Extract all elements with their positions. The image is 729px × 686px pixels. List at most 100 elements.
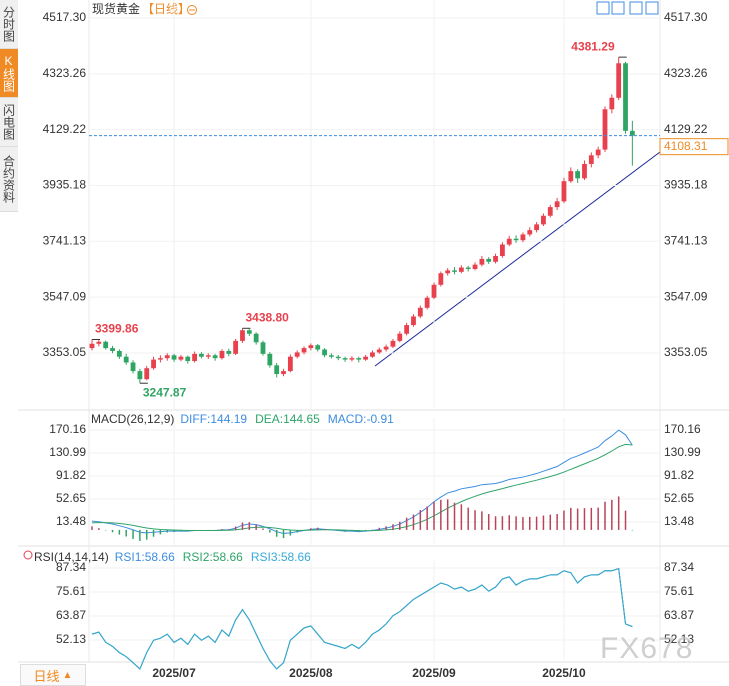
tool-icon[interactable]	[596, 1, 610, 15]
candle-body	[376, 349, 382, 353]
indicator-icon[interactable]	[23, 550, 33, 560]
candle-body	[171, 355, 177, 360]
legend-label: MACD:-0.91	[328, 412, 394, 426]
candle-body	[267, 353, 273, 366]
candle-body	[219, 350, 225, 359]
y-tick-label: 3935.18	[43, 178, 87, 192]
last-price-label: 4108.31	[664, 139, 708, 153]
candle-body	[568, 171, 574, 182]
candle-body	[301, 348, 307, 353]
candle-body	[89, 343, 95, 349]
candle-body	[493, 256, 498, 262]
x-tick-label: 2025/07	[152, 666, 196, 680]
candle-body	[534, 224, 539, 231]
y-tick-label: 130.99	[49, 445, 86, 459]
candle-body	[404, 325, 410, 334]
candle-body	[212, 355, 218, 359]
y-tick-label: 4517.30	[664, 10, 708, 24]
candle-body	[554, 201, 560, 208]
candle-body	[144, 368, 150, 380]
annotation-label: 3399.86	[95, 322, 139, 336]
candle-body	[575, 171, 581, 179]
y-tick-label: 4129.22	[43, 122, 87, 136]
candle-body	[465, 267, 471, 269]
annotation-label: 3247.87	[143, 385, 187, 399]
candle-body	[329, 355, 334, 357]
tab[interactable]: 合约资料	[0, 147, 18, 212]
y-tick-label: 63.87	[664, 608, 694, 622]
candle-body	[130, 362, 136, 372]
x-tick-label: 2025/08	[289, 666, 333, 680]
candle-body	[151, 359, 156, 369]
candle-body	[199, 353, 204, 357]
candle-body	[260, 342, 266, 354]
tool-icon[interactable]	[645, 1, 659, 15]
candle-body	[547, 207, 553, 216]
period-button[interactable]: 日线 ▲	[20, 664, 86, 686]
candle-body	[541, 215, 546, 225]
candle-body	[623, 63, 628, 131]
candle-body	[458, 267, 464, 272]
y-tick-label: 4129.22	[664, 122, 708, 136]
candle-body	[424, 297, 430, 308]
candle-body	[287, 356, 293, 372]
y-tick-label: 4323.26	[664, 66, 708, 80]
candle-body	[527, 230, 533, 235]
y-tick-label: 3547.09	[664, 289, 708, 303]
candle-body	[513, 238, 519, 241]
y-tick-label: 87.34	[56, 560, 86, 574]
candle-body	[158, 358, 163, 360]
tool-icon[interactable]	[629, 1, 643, 15]
candle-body	[274, 365, 280, 374]
annotation-label: 4381.29	[571, 39, 615, 53]
background	[18, 0, 729, 686]
candle-body	[397, 333, 403, 341]
macd-line	[91, 443, 633, 532]
candle-body	[308, 345, 314, 349]
y-tick-label: 3353.05	[664, 345, 708, 359]
candle-body	[588, 155, 594, 164]
candle-body	[520, 234, 526, 241]
candle-body	[479, 258, 485, 265]
tab[interactable]: K线图	[0, 49, 18, 98]
candle-body	[506, 238, 512, 245]
tab[interactable]: 闪电图	[0, 98, 18, 147]
y-tick-label: 91.82	[664, 468, 694, 482]
candle-body	[363, 356, 368, 360]
settings-icon[interactable]	[187, 5, 197, 15]
legend-label: RSI1:58.66	[115, 550, 175, 564]
y-tick-label: 13.48	[56, 514, 86, 528]
y-tick-label: 87.34	[664, 560, 694, 574]
legend-label: RSI2:58.66	[183, 550, 243, 564]
legend-label: DEA:144.65	[255, 412, 320, 426]
tab[interactable]: 分时图	[0, 0, 18, 49]
candle-body	[561, 181, 567, 202]
y-tick-label: 4323.26	[43, 66, 87, 80]
y-tick-label: 75.61	[664, 584, 694, 598]
x-tick-label: 2025/10	[542, 666, 586, 680]
candle-body	[322, 349, 327, 356]
watermark: FX678	[600, 632, 694, 665]
y-tick-label: 52.65	[56, 491, 86, 505]
last-price-box	[659, 138, 729, 156]
candle-body	[486, 258, 492, 262]
indicator-title: MACD(26,12,9)	[91, 412, 174, 426]
candle-body	[629, 130, 635, 136]
tool-icon[interactable]	[611, 1, 625, 15]
candle-body	[445, 270, 451, 274]
y-tick-label: 52.13	[56, 632, 86, 646]
candle-body	[233, 340, 239, 354]
candle-body	[226, 350, 232, 354]
candle-body	[417, 307, 423, 317]
legend-label: DIFF:144.19	[180, 412, 247, 426]
candle-body	[616, 63, 622, 98]
candle-body	[342, 358, 348, 360]
candle-body	[438, 273, 444, 285]
candle-body	[383, 346, 389, 350]
y-tick-label: 3353.05	[43, 345, 87, 359]
x-tick-label: 2025/09	[412, 666, 456, 680]
candle-body	[137, 371, 143, 380]
candle-body	[294, 352, 300, 357]
